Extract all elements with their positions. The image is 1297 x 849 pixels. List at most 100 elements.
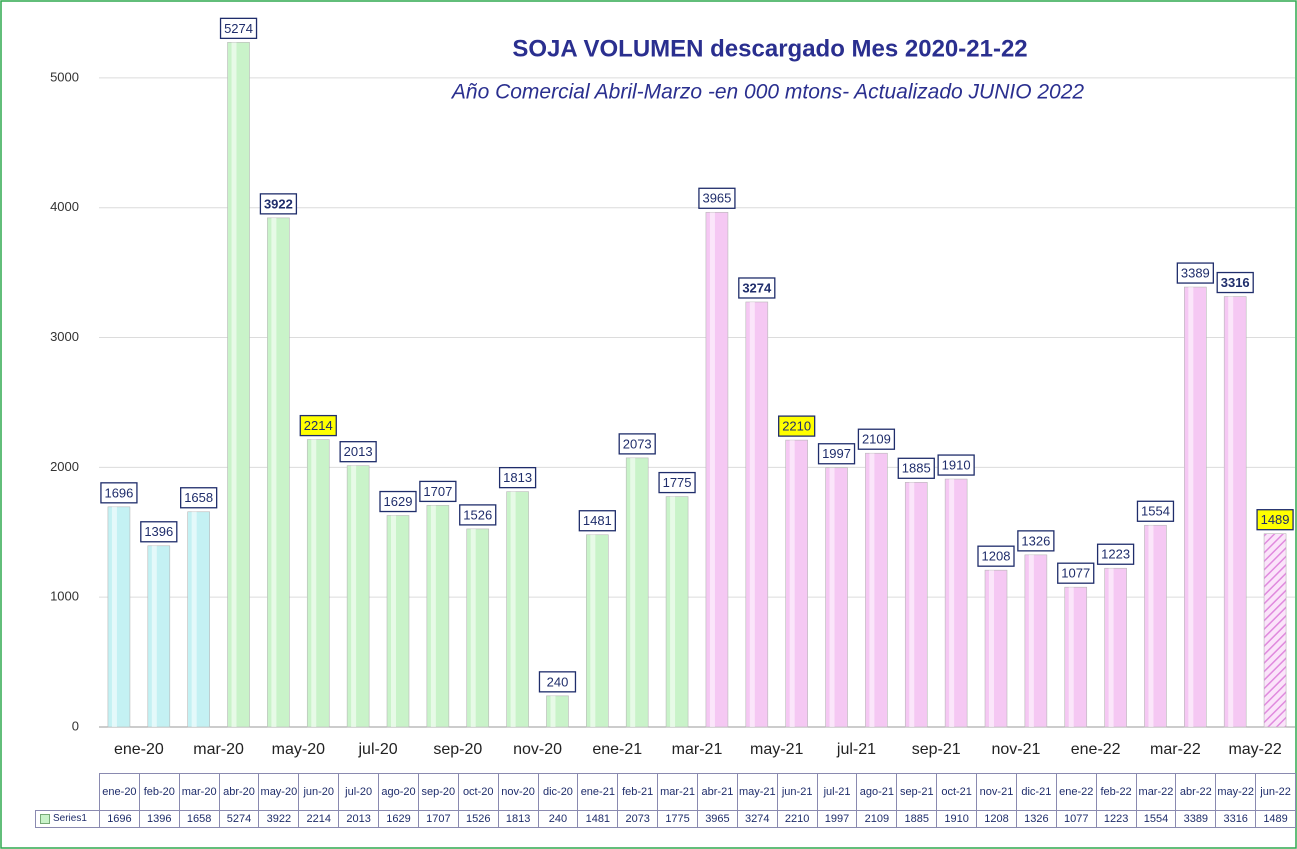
- data-label: 1658: [184, 490, 213, 505]
- bar-shine: [1148, 525, 1154, 727]
- table-value: 1775: [657, 810, 698, 828]
- data-label: 1077: [1061, 566, 1090, 581]
- table-value: 2073: [617, 810, 659, 828]
- bar-shine: [111, 506, 117, 727]
- table-category: jul-20: [338, 773, 380, 811]
- bar: [1104, 567, 1127, 728]
- bar-shine: [191, 511, 197, 727]
- bar-shine: [869, 453, 875, 727]
- data-label-box: [1216, 271, 1254, 294]
- bar: [1144, 524, 1167, 728]
- bar-shine: [510, 491, 516, 727]
- table-category: jun-21: [776, 773, 818, 811]
- data-label-box: [937, 454, 975, 476]
- data-label: 1554: [1141, 504, 1170, 519]
- table-category: dic-21: [1015, 773, 1057, 811]
- data-label-box: [1057, 562, 1095, 584]
- data-label-box: [857, 428, 896, 450]
- data-label-box: [817, 443, 856, 465]
- bar-shine: [1068, 587, 1074, 727]
- table-category: abr-21: [697, 773, 738, 811]
- table-value: 1489: [1255, 810, 1296, 828]
- bar-shine: [670, 496, 676, 727]
- table-value: 3922: [258, 810, 300, 828]
- y-tick-label: 3000: [50, 329, 79, 344]
- bar-shine: [1108, 568, 1114, 727]
- bar-shine: [351, 465, 357, 727]
- table-category: ene-22: [1055, 773, 1097, 811]
- x-tick-label: ene-22: [1071, 741, 1121, 758]
- table-category: oct-21: [936, 773, 978, 811]
- data-label: 1326: [1021, 533, 1050, 548]
- data-label: 1707: [423, 484, 452, 499]
- bar: [386, 515, 410, 728]
- x-tick-label: ene-20: [114, 741, 164, 758]
- bar: [984, 569, 1008, 728]
- bar-shine: [989, 570, 994, 727]
- data-label: 1885: [902, 461, 931, 476]
- data-label-box: [180, 487, 218, 509]
- bar: [1223, 296, 1247, 728]
- table-value: 1629: [378, 810, 419, 828]
- bar: [187, 511, 210, 728]
- data-label: 1775: [663, 475, 692, 490]
- bar: [506, 491, 529, 728]
- bar: [147, 545, 171, 728]
- table-category: ene-20: [99, 773, 140, 811]
- table-value: 5274: [218, 810, 260, 828]
- data-label-box: [219, 17, 258, 40]
- bar: [586, 534, 609, 728]
- data-label-box: [259, 193, 298, 215]
- bar: [745, 301, 769, 728]
- table-category: may-21: [736, 773, 778, 811]
- table-value: 1481: [577, 810, 619, 828]
- table-category: ago-21: [856, 773, 898, 811]
- bar: [466, 528, 490, 728]
- table-category: feb-20: [138, 773, 180, 811]
- table-value: 1396: [138, 810, 180, 828]
- data-label-box: [299, 414, 337, 437]
- x-tick-label: mar-22: [1150, 741, 1201, 758]
- data-label-box: [379, 490, 417, 513]
- table-value: 2013: [338, 810, 380, 828]
- bar-shine: [709, 212, 715, 728]
- bar: [227, 42, 250, 728]
- legend-label: Series1: [53, 813, 87, 824]
- bar: [1064, 586, 1088, 728]
- bar-shine: [749, 301, 755, 727]
- data-label: 2073: [623, 436, 652, 451]
- table-category: nov-20: [497, 773, 539, 811]
- bar-shine: [630, 457, 636, 727]
- bar-shine: [271, 217, 277, 727]
- chart-subtitle: Año Comercial Abril-Marzo -en 000 mtons-…: [450, 81, 1085, 104]
- bar-shine: [590, 534, 596, 727]
- data-label: 1489: [1261, 512, 1290, 527]
- bar: [107, 506, 131, 728]
- bar: [1263, 533, 1287, 728]
- data-label-box: [1096, 543, 1135, 565]
- table-value: 240: [537, 810, 579, 828]
- table-value: 2214: [298, 810, 340, 828]
- x-tick-label: jul-21: [836, 741, 876, 758]
- table-category: jul-21: [816, 773, 858, 811]
- table-value: 1658: [178, 810, 220, 828]
- data-label: 5274: [224, 21, 253, 36]
- bar-shine: [311, 439, 317, 727]
- table-category: sep-21: [896, 773, 938, 811]
- bar-shine: [1228, 296, 1234, 727]
- bar-shine: [231, 42, 237, 727]
- data-label-box: [738, 277, 776, 299]
- bar: [785, 439, 808, 728]
- table-value: 1223: [1095, 810, 1137, 828]
- data-label: 1910: [942, 457, 971, 472]
- bar-shine: [909, 482, 915, 727]
- table-category: feb-21: [617, 773, 659, 811]
- bar: [825, 467, 848, 728]
- table-category: may-20: [258, 773, 300, 811]
- x-tick-label: sep-20: [433, 741, 482, 758]
- bar: [346, 465, 370, 728]
- data-label: 1997: [822, 446, 851, 461]
- y-tick-label: 0: [72, 718, 79, 733]
- y-tick-label: 4000: [50, 199, 79, 214]
